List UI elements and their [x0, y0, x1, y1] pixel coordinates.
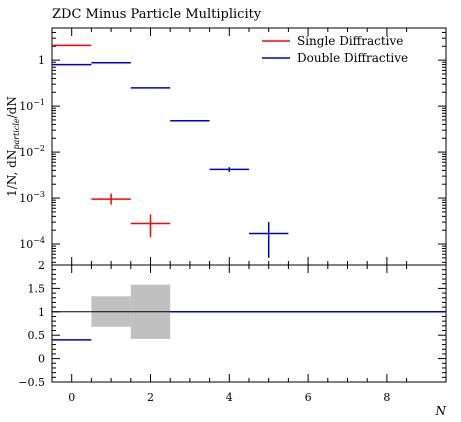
- ratio-y-tick-label: −0.5: [18, 376, 45, 389]
- main-y-tick-label: 1: [38, 54, 45, 67]
- main-y-tick-label: 10−1: [19, 98, 45, 113]
- chart-title: ZDC Minus Particle Multiplicity: [52, 7, 262, 22]
- main-y-tick-label: 10−4: [19, 236, 45, 251]
- ratio-y-tick-label: 1: [38, 306, 45, 319]
- x-axis-label: N: [435, 404, 447, 418]
- x-tick-label: 4: [226, 391, 233, 404]
- y-tick-base: 10: [19, 238, 33, 251]
- ratio-y-tick-label: 1.5: [28, 282, 46, 295]
- ratio-y-tick-label: 0.5: [28, 329, 46, 342]
- y-axis-label-subscript: particle: [12, 118, 21, 150]
- x-tick-label: 8: [383, 391, 390, 404]
- y-tick-exponent: −3: [33, 190, 45, 199]
- y-tick-exponent: −4: [33, 236, 45, 245]
- y-axis-label-tail: /dN: [5, 96, 19, 118]
- y-tick-exponent: −2: [33, 144, 45, 153]
- legend-label: Single Diffractive: [297, 34, 403, 48]
- y-axis-label-main: 1/N, dN: [5, 150, 19, 197]
- main-y-tick-label: 10−2: [19, 144, 45, 159]
- x-tick-label: 6: [305, 391, 312, 404]
- legend-label: Double Diffractive: [297, 51, 408, 65]
- ratio-y-tick-label: 0: [38, 353, 45, 366]
- y-tick-base: 10: [19, 100, 33, 113]
- y-tick-base: 10: [19, 192, 33, 205]
- main-y-tick-label: 10−3: [19, 190, 45, 205]
- x-tick-label: 2: [147, 391, 154, 404]
- y-axis-label: 1/N, dNparticle/dN: [5, 96, 21, 197]
- x-tick-label: 0: [68, 391, 75, 404]
- y-tick-exponent: −1: [33, 98, 45, 107]
- ratio-y-tick-label: 2: [38, 259, 45, 272]
- y-tick-base: 10: [19, 146, 33, 159]
